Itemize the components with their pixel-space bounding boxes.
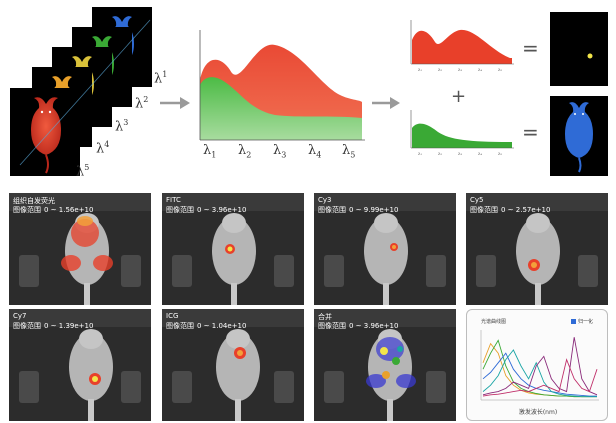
image-panel-autofluorescence: 组织自发荧光 图像范围 0 ~ 1.56e+10 bbox=[9, 193, 151, 305]
stack-label-3: λ3 bbox=[115, 118, 129, 135]
mouse-image bbox=[314, 309, 456, 421]
chart-xlabel: 激发波长(nm) bbox=[518, 409, 558, 416]
arrow-right-icon-2 bbox=[372, 97, 400, 109]
panel-range: 图像范围 0 ~ 9.99e+10 bbox=[318, 206, 399, 214]
equals-sign-1: = bbox=[522, 36, 539, 60]
mouse-image bbox=[9, 309, 151, 421]
mouse-image bbox=[162, 193, 304, 305]
panel-range: 图像范围 0 ~ 2.57e+10 bbox=[470, 206, 551, 214]
equals-sign-2: = bbox=[522, 120, 539, 144]
mouse-image bbox=[9, 193, 151, 305]
panel-title: ICG bbox=[166, 312, 179, 320]
image-panel-cy7: Cy7 图像范围 0 ~ 1.39e+10 bbox=[9, 309, 151, 421]
image-panel-cy5: Cy5 图像范围 0 ~ 2.57e+10 bbox=[466, 193, 608, 305]
mini-tick-r1: λ₁ bbox=[418, 67, 423, 72]
panel-range: 图像范围 0 ~ 1.56e+10 bbox=[13, 206, 94, 214]
series-line-3 bbox=[482, 352, 597, 397]
axis-label-5: λ5 bbox=[342, 143, 356, 160]
axis-label-2: λ2 bbox=[238, 143, 252, 160]
plus-sign: + bbox=[451, 86, 467, 107]
stack-label-5: λ5 bbox=[76, 163, 90, 180]
panel-title: Cy7 bbox=[13, 312, 27, 320]
mini-tick-r3: λ₃ bbox=[458, 67, 463, 72]
mouse-stack bbox=[10, 7, 152, 176]
stack-label-1: λ1 bbox=[154, 70, 168, 87]
panel-range: 图像范围 0 ~ 1.04e+10 bbox=[166, 322, 247, 330]
axis-label-1: λ1 bbox=[203, 143, 217, 160]
spectrum-chart-panel: 光谱曲线图 归一化 激发波长(nm) bbox=[466, 309, 608, 421]
spectrum-chart bbox=[480, 330, 599, 401]
panel-title: 合并 bbox=[318, 313, 332, 321]
mouse-image bbox=[162, 309, 304, 421]
mini-tick-g4: λ₄ bbox=[478, 151, 483, 156]
mini-tick-g2: λ₂ bbox=[438, 151, 443, 156]
stack-label-4: λ4 bbox=[96, 140, 110, 157]
axis-label-3: λ3 bbox=[273, 143, 287, 160]
panel-title: 组织自发荧光 bbox=[13, 197, 55, 205]
combined-spectrum bbox=[199, 30, 365, 141]
axis-label-4: λ4 bbox=[308, 143, 322, 160]
series-line-6 bbox=[482, 358, 598, 397]
panel-title: FITC bbox=[166, 196, 181, 204]
mouse-card-1 bbox=[10, 88, 80, 176]
mini-tick-r4: λ₄ bbox=[478, 67, 483, 72]
chart-legend[interactable]: 归一化 bbox=[571, 318, 593, 325]
series-line-5 bbox=[482, 337, 598, 396]
mini-tick-g3: λ₃ bbox=[458, 151, 463, 156]
panel-title: Cy5 bbox=[470, 196, 484, 204]
panel-range: 图像范围 0 ~ 3.96e+10 bbox=[318, 322, 399, 330]
stack-label-2: λ2 bbox=[135, 95, 149, 112]
mini-tick-r5: λ₅ bbox=[498, 67, 503, 72]
chart-title: 光谱曲线图 bbox=[481, 319, 507, 325]
mini-tick-g5: λ₅ bbox=[498, 151, 503, 156]
series-line-4 bbox=[482, 349, 597, 398]
mouse-image bbox=[466, 193, 608, 305]
result-yellow-card bbox=[550, 12, 608, 86]
image-panel-cy3: Cy3 图像范围 0 ~ 9.99e+10 bbox=[314, 193, 456, 305]
image-panel-fitc: FITC 图像范围 0 ~ 3.96e+10 bbox=[162, 193, 304, 305]
green-component-spectrum bbox=[410, 110, 514, 149]
image-panel-merged: 合并 图像范围 0 ~ 3.96e+10 bbox=[314, 309, 456, 421]
mouse-image bbox=[314, 193, 456, 305]
panel-range: 图像范围 0 ~ 3.96e+10 bbox=[166, 206, 247, 214]
checkbox-icon[interactable] bbox=[571, 319, 576, 324]
mini-tick-g1: λ₁ bbox=[418, 151, 423, 156]
panel-range: 图像范围 0 ~ 1.39e+10 bbox=[13, 322, 94, 330]
series-layer bbox=[482, 337, 598, 398]
mini-tick-r2: λ₂ bbox=[438, 67, 443, 72]
image-panel-icg: ICG 图像范围 0 ~ 1.04e+10 bbox=[162, 309, 304, 421]
legend-label: 归一化 bbox=[578, 319, 594, 325]
unmixing-diagram bbox=[10, 7, 608, 176]
arrow-right-icon bbox=[160, 97, 190, 109]
panel-title: Cy3 bbox=[318, 196, 332, 204]
red-component-spectrum bbox=[410, 20, 514, 65]
result-blue-card bbox=[550, 96, 608, 176]
